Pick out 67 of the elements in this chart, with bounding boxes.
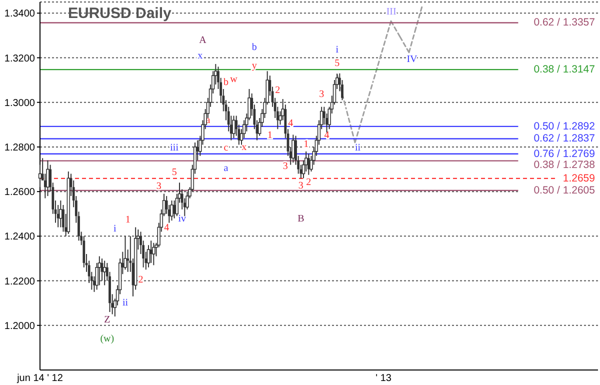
- candlestick: [232, 115, 236, 139]
- annotation: 3: [156, 181, 162, 192]
- candlestick: [102, 260, 106, 286]
- annotation: 5: [334, 58, 340, 69]
- chart-title: EURUSD Daily: [68, 5, 172, 22]
- annotation: x: [198, 50, 203, 62]
- annotation: ii: [122, 298, 128, 309]
- candlestick: [124, 236, 127, 270]
- y-tick-label: 1.2200: [4, 276, 36, 288]
- candlestick: [59, 200, 62, 228]
- annotation: III: [386, 6, 396, 18]
- annotation: a: [224, 163, 229, 174]
- candlestick: [62, 204, 64, 232]
- annotation: iv: [178, 213, 186, 224]
- annotation: b: [252, 42, 257, 53]
- annotation: iii: [170, 142, 179, 154]
- candlestick: [292, 134, 295, 164]
- annotation: 5: [172, 167, 177, 178]
- ref-line-label: 0.62 / 1.2837: [534, 132, 596, 145]
- annotation: i: [114, 223, 117, 234]
- ref-line-label: 0.38 / 1.2738: [534, 158, 596, 171]
- ref-line-label: 1.2659: [562, 172, 596, 184]
- ref-line-label: 0.38 / 1.3147: [534, 64, 596, 76]
- annotation: c: [224, 142, 229, 154]
- annotation: 1: [304, 139, 309, 150]
- annotation: x: [242, 142, 247, 154]
- annotation: i: [336, 44, 339, 56]
- y-tick-label: 1.2600: [4, 187, 36, 198]
- annotation: (w): [100, 334, 114, 345]
- annotation: 4: [288, 118, 294, 130]
- annotation: Z: [104, 314, 110, 326]
- annotation: 2: [138, 274, 144, 286]
- annotation: ii: [354, 142, 361, 154]
- annotation: IV: [406, 54, 418, 65]
- annotation: 1: [267, 130, 272, 142]
- annotation: y: [252, 60, 257, 72]
- candlestick: [152, 242, 156, 266]
- ref-line-label: 0.76 / 1.2769: [534, 148, 596, 160]
- y-tick-label: 1.2000: [4, 320, 36, 332]
- x-tick-label: jun 14 ' 12: [16, 373, 64, 384]
- annotation: 2: [306, 177, 312, 188]
- annotation: 1: [125, 214, 130, 226]
- y-tick-label: 1.3200: [4, 53, 36, 64]
- ref-line-label: 0.62 / 1.3357: [534, 16, 596, 29]
- annotation: 3: [319, 88, 324, 100]
- y-tick-label: 1.2400: [4, 232, 36, 243]
- y-tick-label: 1.3000: [4, 98, 36, 109]
- annotation: b: [224, 76, 228, 88]
- annotation: 2: [275, 84, 280, 96]
- candlestick: [46, 160, 50, 197]
- y-tick-label: 1.3400: [4, 8, 36, 20]
- candlestick: [307, 153, 310, 176]
- annotation: 4: [164, 222, 170, 234]
- annotation: A: [199, 34, 208, 46]
- candlestick: [98, 256, 102, 286]
- annotation: 3: [298, 180, 304, 192]
- candlestick: [82, 236, 86, 268]
- x-tick-label: ' 13: [376, 373, 392, 384]
- annotation: 3: [282, 161, 288, 172]
- candlestick: [146, 244, 150, 268]
- candlestick: [170, 200, 174, 222]
- ref-line-label: 0.50 / 1.2892: [534, 120, 596, 132]
- ref-line-label: 0.50 / 1.2605: [534, 184, 596, 196]
- annotation: 4: [324, 130, 330, 142]
- y-tick-label: 1.2800: [4, 142, 36, 154]
- annotation: B: [298, 213, 305, 224]
- annotation: w: [230, 74, 238, 85]
